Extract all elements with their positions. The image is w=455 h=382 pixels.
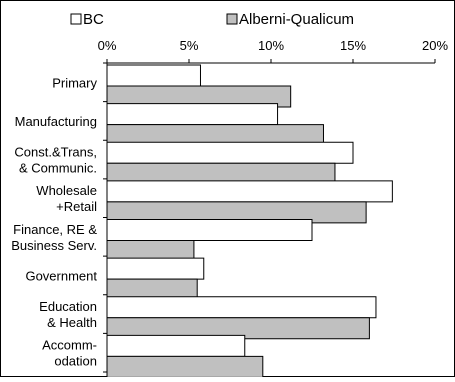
legend-label-bc: BC	[83, 11, 104, 28]
bar-bc-government	[106, 257, 205, 280]
legend: BC Alberni-Qualicum	[70, 11, 354, 28]
y-category-label: Primary	[52, 75, 97, 90]
y-category-label: odation	[54, 354, 97, 369]
bar-bc-finance-re-business-serv	[106, 219, 313, 241]
x-tick-label: 15%	[340, 38, 366, 53]
y-category-label: Accomm-	[42, 338, 97, 353]
y-category-label: Government	[25, 268, 97, 283]
legend-label-alberni-qualicum: Alberni-Qualicum	[239, 11, 354, 28]
bar-bc-wholesale-retail	[106, 180, 393, 203]
bar-alberni-qualicum-accomm-odation	[106, 355, 264, 378]
bar-bc-manufacturing	[106, 103, 279, 126]
legend-swatch-bc	[70, 13, 82, 25]
y-category-label: Manufacturing	[15, 114, 97, 129]
x-tick-label: 0%	[98, 38, 117, 53]
bar-bc-accomm-odation	[106, 334, 246, 357]
y-category-label: Const.&Trans,	[14, 145, 97, 160]
y-category-label: +Retail	[56, 199, 97, 214]
x-tick-label: 20%	[422, 38, 448, 53]
y-category-label: Education	[39, 299, 97, 314]
bars	[106, 64, 393, 378]
y-category-label: & Communic.	[19, 161, 97, 176]
bar-bc-const-trans-communic	[106, 141, 354, 164]
x-tick-label: 10%	[258, 38, 284, 53]
y-category-label: Finance, RE &	[13, 222, 97, 237]
legend-swatch-alberni-qualicum	[226, 13, 238, 25]
bar-bc-primary	[106, 64, 201, 87]
y-category-label: & Health	[47, 315, 97, 330]
y-axis: Primary Manufacturing Const.&Trans,& Commu…	[11, 62, 108, 373]
bar-bc-education-health	[106, 296, 377, 319]
y-category-label: Wholesale	[36, 183, 97, 198]
x-tick-label: 5%	[180, 38, 199, 53]
y-category-label: Business Serv.	[11, 238, 97, 253]
x-axis: 0% 5% 10% 15% 20%	[98, 38, 448, 64]
